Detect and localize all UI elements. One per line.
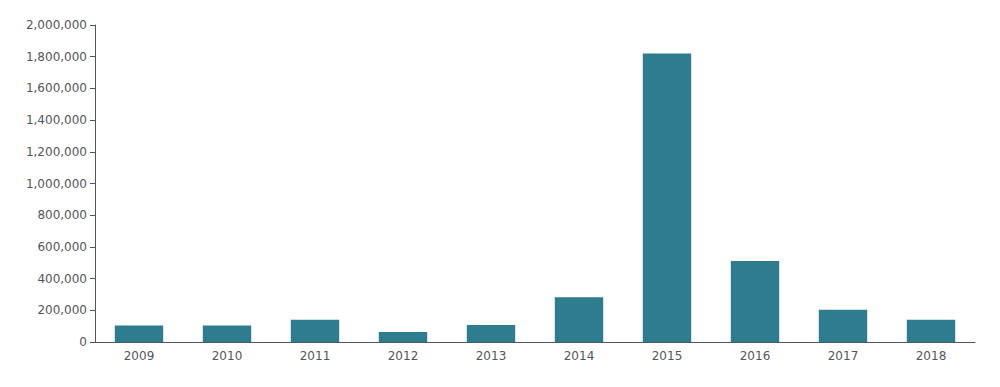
- svg-text:400,000: 400,000: [37, 272, 87, 286]
- svg-text:1,600,000: 1,600,000: [26, 81, 87, 95]
- svg-text:2012: 2012: [388, 349, 419, 363]
- svg-text:2010: 2010: [212, 349, 243, 363]
- svg-text:600,000: 600,000: [37, 240, 87, 254]
- svg-text:800,000: 800,000: [37, 208, 87, 222]
- svg-text:2011: 2011: [300, 349, 331, 363]
- svg-text:1,800,000: 1,800,000: [26, 50, 87, 64]
- svg-text:2018: 2018: [916, 349, 947, 363]
- svg-text:2009: 2009: [124, 349, 155, 363]
- svg-text:2013: 2013: [476, 349, 507, 363]
- svg-text:1,400,000: 1,400,000: [26, 113, 87, 127]
- svg-text:1,200,000: 1,200,000: [26, 145, 87, 159]
- svg-text:0: 0: [79, 335, 87, 349]
- svg-text:200,000: 200,000: [37, 303, 87, 317]
- svg-text:2014: 2014: [564, 349, 595, 363]
- svg-text:2017: 2017: [828, 349, 859, 363]
- svg-text:2,000,000: 2,000,000: [26, 18, 87, 32]
- svg-text:2015: 2015: [652, 349, 683, 363]
- svg-text:2016: 2016: [740, 349, 771, 363]
- svg-text:1,000,000: 1,000,000: [26, 177, 87, 191]
